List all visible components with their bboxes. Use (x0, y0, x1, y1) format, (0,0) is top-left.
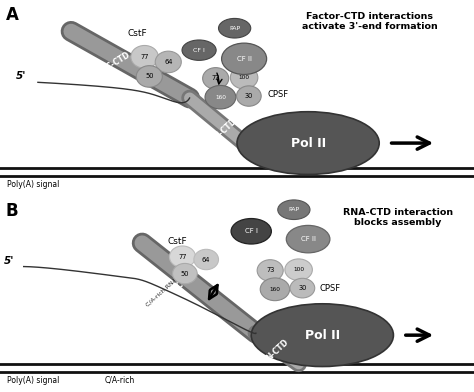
Text: RNA-CTD interaction
blocks assembly: RNA-CTD interaction blocks assembly (343, 208, 453, 227)
Text: C/A-rich RNA: C/A-rich RNA (145, 277, 178, 307)
Text: CstF: CstF (168, 237, 188, 246)
Text: 77: 77 (178, 254, 187, 260)
Text: C-CTD: C-CTD (174, 266, 200, 290)
Text: 160: 160 (269, 287, 281, 292)
Ellipse shape (285, 259, 312, 281)
Text: Poly(A) signal: Poly(A) signal (7, 376, 59, 385)
Text: 30: 30 (245, 93, 253, 99)
Text: CstF: CstF (128, 29, 147, 38)
Text: A: A (6, 6, 18, 24)
Ellipse shape (230, 66, 258, 89)
Text: 64: 64 (202, 256, 210, 263)
Text: CF II: CF II (237, 56, 252, 62)
Text: CF I: CF I (193, 48, 205, 53)
Ellipse shape (219, 18, 251, 38)
Text: 100: 100 (293, 267, 304, 272)
Text: 160: 160 (215, 95, 226, 100)
Text: N-CTD: N-CTD (264, 337, 290, 362)
Ellipse shape (290, 278, 315, 298)
Ellipse shape (182, 40, 216, 60)
Text: 73: 73 (266, 267, 274, 274)
Text: PAP: PAP (229, 26, 240, 31)
Ellipse shape (260, 278, 290, 301)
Text: 50: 50 (145, 73, 154, 80)
Text: 77: 77 (140, 54, 149, 60)
Text: CF II: CF II (301, 236, 316, 242)
Ellipse shape (194, 249, 219, 270)
Ellipse shape (222, 43, 267, 74)
Text: B: B (6, 202, 18, 220)
Text: N-CTD: N-CTD (212, 116, 238, 141)
Ellipse shape (278, 200, 310, 220)
Text: C-CTD: C-CTD (105, 50, 132, 71)
Ellipse shape (251, 304, 393, 367)
Text: 5': 5' (16, 71, 26, 82)
Text: 100: 100 (238, 75, 250, 80)
Text: CPSF: CPSF (320, 284, 341, 292)
Ellipse shape (137, 65, 162, 87)
Ellipse shape (286, 225, 330, 253)
Text: C/A-rich: C/A-rich (104, 376, 135, 385)
Ellipse shape (203, 68, 228, 89)
Text: Factor-CTD interactions
activate 3'-end formation: Factor-CTD interactions activate 3'-end … (302, 12, 438, 31)
Text: 30: 30 (298, 285, 307, 291)
Text: Pol II: Pol II (291, 136, 326, 150)
Ellipse shape (237, 112, 379, 174)
Text: Poly(A) signal: Poly(A) signal (7, 180, 59, 189)
Ellipse shape (170, 246, 196, 267)
Text: PAP: PAP (288, 207, 300, 212)
Text: 50: 50 (181, 270, 189, 277)
Text: 64: 64 (164, 59, 173, 65)
Ellipse shape (231, 219, 271, 244)
Ellipse shape (131, 45, 158, 68)
Ellipse shape (237, 86, 261, 106)
Text: 5': 5' (4, 256, 14, 266)
Ellipse shape (173, 263, 197, 284)
Text: CPSF: CPSF (268, 90, 289, 98)
Text: Pol II: Pol II (305, 328, 340, 342)
Ellipse shape (257, 260, 283, 281)
Text: 73: 73 (211, 75, 220, 82)
Text: CF I: CF I (245, 228, 258, 234)
Ellipse shape (205, 85, 236, 109)
Ellipse shape (155, 51, 181, 73)
